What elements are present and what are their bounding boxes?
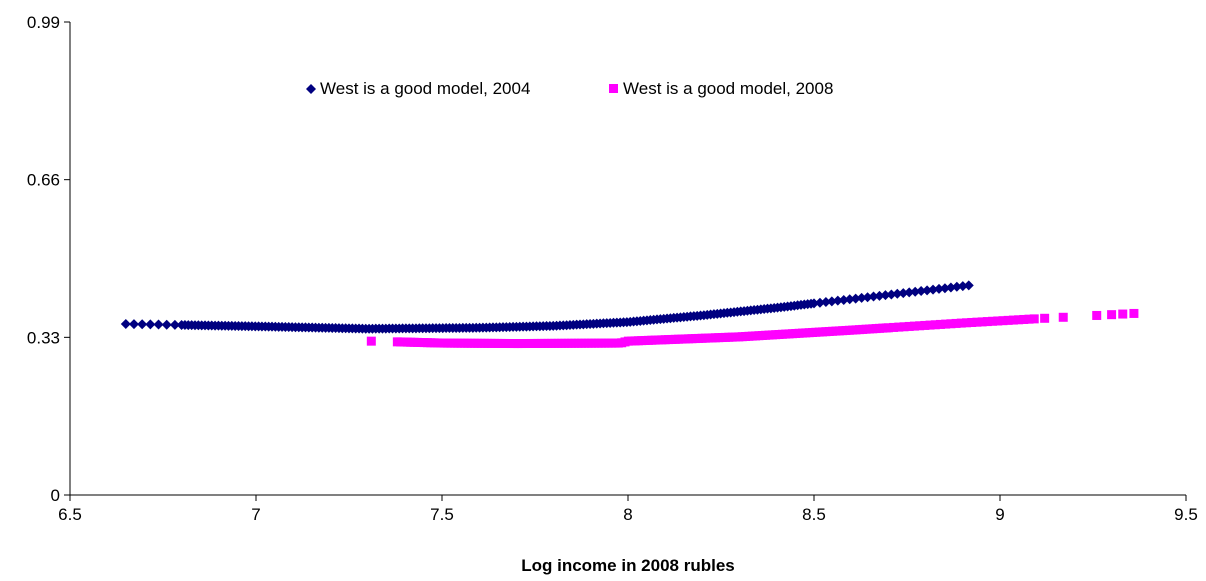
data-point	[939, 283, 950, 294]
data-point	[1040, 313, 1050, 323]
series-1	[366, 308, 1139, 349]
x-tick-label: 8.5	[802, 505, 826, 524]
data-point	[977, 317, 987, 327]
data-point	[826, 296, 837, 307]
data-point	[982, 317, 992, 327]
data-point	[904, 321, 914, 331]
data-point	[963, 280, 974, 291]
data-point	[930, 320, 940, 330]
data-point	[137, 319, 148, 330]
data-point	[838, 294, 849, 305]
data-point	[967, 317, 977, 327]
x-tick-label: 8	[623, 505, 632, 524]
data-point	[862, 292, 873, 303]
data-point	[850, 293, 861, 304]
data-point	[904, 287, 915, 298]
data-point	[874, 290, 885, 301]
x-tick-label: 7.5	[430, 505, 454, 524]
data-point	[951, 281, 962, 292]
data-point	[909, 321, 919, 331]
legend-entry-2004: West is a good model, 2004	[320, 79, 530, 98]
data-point	[993, 316, 1003, 326]
data-point	[915, 321, 925, 331]
data-point	[972, 317, 982, 327]
data-point	[889, 322, 899, 332]
y-tick-label: 0	[51, 486, 60, 505]
legend: West is a good model, 2004 West is a goo…	[306, 79, 833, 98]
data-point	[868, 291, 879, 302]
data-point	[856, 292, 867, 303]
data-point	[933, 283, 944, 294]
data-point	[899, 322, 909, 332]
data-point	[998, 316, 1008, 326]
data-marks	[120, 280, 1139, 349]
data-point	[1092, 310, 1102, 320]
data-point	[883, 323, 893, 333]
data-point	[1003, 315, 1013, 325]
legend-marker-2008	[609, 84, 618, 93]
data-point	[1014, 315, 1024, 325]
data-point	[844, 294, 855, 305]
data-point	[1118, 309, 1128, 319]
data-point	[169, 319, 180, 330]
x-tick-label: 9	[995, 505, 1004, 524]
x-tick-label: 7	[251, 505, 260, 524]
x-tick-label: 6.5	[58, 505, 82, 524]
data-point	[1024, 314, 1034, 324]
data-point	[892, 288, 903, 299]
data-point	[1129, 308, 1139, 318]
data-point	[945, 282, 956, 293]
legend-marker-2004	[306, 84, 316, 94]
data-point	[820, 297, 831, 308]
data-point	[1029, 314, 1039, 324]
data-point	[880, 290, 891, 301]
data-point	[988, 316, 998, 326]
data-point	[366, 336, 376, 346]
data-point	[925, 320, 935, 330]
data-point	[916, 286, 927, 297]
data-point	[120, 318, 131, 329]
data-point	[957, 281, 968, 292]
data-point	[962, 318, 972, 328]
data-point	[951, 318, 961, 328]
data-point	[1008, 315, 1018, 325]
series-0	[120, 280, 974, 334]
y-tick-label: 0.33	[27, 328, 60, 347]
data-point	[153, 319, 164, 330]
data-point	[920, 320, 930, 330]
x-axis-title: Log income in 2008 rubles	[521, 556, 735, 575]
data-point	[161, 319, 172, 330]
data-point	[956, 318, 966, 328]
y-tick-label: 0.99	[27, 13, 60, 32]
data-point	[1058, 312, 1068, 322]
data-point	[946, 319, 956, 329]
data-point	[894, 322, 904, 332]
y-tick-label: 0.66	[27, 171, 60, 190]
data-point	[886, 289, 897, 300]
data-point	[922, 285, 933, 296]
data-point	[1107, 310, 1117, 320]
data-point	[898, 288, 909, 299]
data-point	[832, 295, 843, 306]
data-point	[935, 319, 945, 329]
data-point	[928, 284, 939, 295]
legend-entry-2008: West is a good model, 2008	[623, 79, 833, 98]
data-point	[814, 297, 825, 308]
data-point	[941, 319, 951, 329]
data-point	[910, 286, 921, 297]
data-point	[809, 298, 819, 309]
data-point	[128, 319, 139, 330]
ticks: 6.5 7 7.5 8 8.5 9 9.5 0 0.33 0.66 0.99	[27, 13, 1198, 524]
data-point	[1019, 314, 1029, 324]
x-tick-label: 9.5	[1174, 505, 1198, 524]
data-point	[145, 319, 156, 330]
